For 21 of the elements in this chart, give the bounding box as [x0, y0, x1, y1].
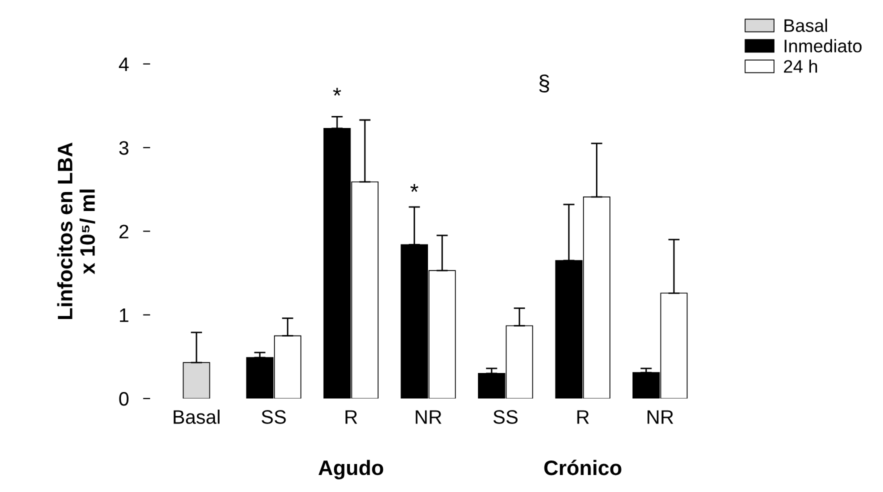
- y-axis-title: Linfocitos en LBA x 10⁵/ ml: [57, 142, 96, 319]
- x-tick-label: NR: [648, 410, 674, 424]
- legend-label: Inmediato: [784, 39, 862, 52]
- y-tick-label: 1: [120, 308, 128, 322]
- annotation: §: [539, 74, 550, 92]
- annotation: *: [333, 88, 342, 96]
- legend-label: Basal: [784, 18, 828, 32]
- x-tick-label: R: [577, 410, 589, 424]
- text: Crónico: [544, 460, 622, 476]
- x-tick-label: NR: [416, 410, 442, 424]
- y-tick-label: 4: [118, 58, 129, 72]
- x-tick-label: SS: [493, 410, 518, 424]
- text: Agudo: [318, 460, 384, 480]
- legend-label: 24 h: [784, 60, 818, 73]
- annotation: *: [410, 184, 418, 192]
- y-tick-label: 2: [119, 224, 128, 238]
- x-tick-label: R: [346, 410, 358, 424]
- x-tick-label: Basal: [174, 410, 220, 424]
- y-tick-label: 3: [119, 141, 128, 155]
- y-tick-label: 0: [119, 392, 129, 406]
- x-tick-label: SS: [262, 410, 286, 424]
